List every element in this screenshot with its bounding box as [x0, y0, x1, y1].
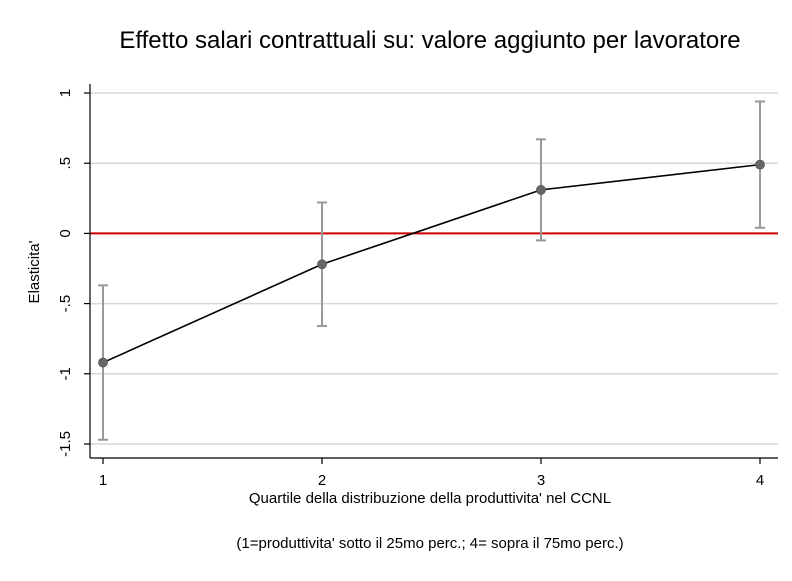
- x-tick-label: 1: [99, 472, 107, 489]
- y-tick-label: 1: [57, 89, 74, 97]
- x-tick-label: 3: [537, 472, 545, 489]
- chart-note: (1=produttivita' sotto il 25mo perc.; 4=…: [236, 535, 623, 552]
- gridlines: [90, 92, 778, 445]
- data-points: [98, 159, 765, 368]
- x-axis-label: Quartile della distribuzione della produ…: [249, 490, 611, 507]
- data-point: [317, 259, 327, 270]
- error-bars: [98, 100, 765, 441]
- plot-frame: [89, 84, 778, 459]
- data-point: [536, 184, 546, 195]
- series-line: [102, 163, 761, 364]
- data-point: [755, 159, 765, 170]
- y-tick-label: -1.5: [57, 431, 74, 457]
- data-point: [98, 357, 108, 368]
- x-axis: 1 2 3 4: [99, 458, 764, 489]
- y-axis-label: Elasticita': [26, 240, 43, 303]
- chart-title: Effetto salari contrattuali su: valore a…: [119, 27, 740, 54]
- x-tick-label: 2: [318, 472, 326, 489]
- y-tick-label: -.5: [57, 295, 74, 313]
- y-tick-label: .5: [57, 157, 74, 170]
- y-tick-label: 0: [57, 229, 74, 237]
- x-tick-label: 4: [756, 472, 764, 489]
- series-line-group: [102, 163, 761, 364]
- y-axis: -1.5 -1 -.5 0 .5 1: [57, 89, 90, 457]
- y-tick-label: -1: [57, 367, 74, 380]
